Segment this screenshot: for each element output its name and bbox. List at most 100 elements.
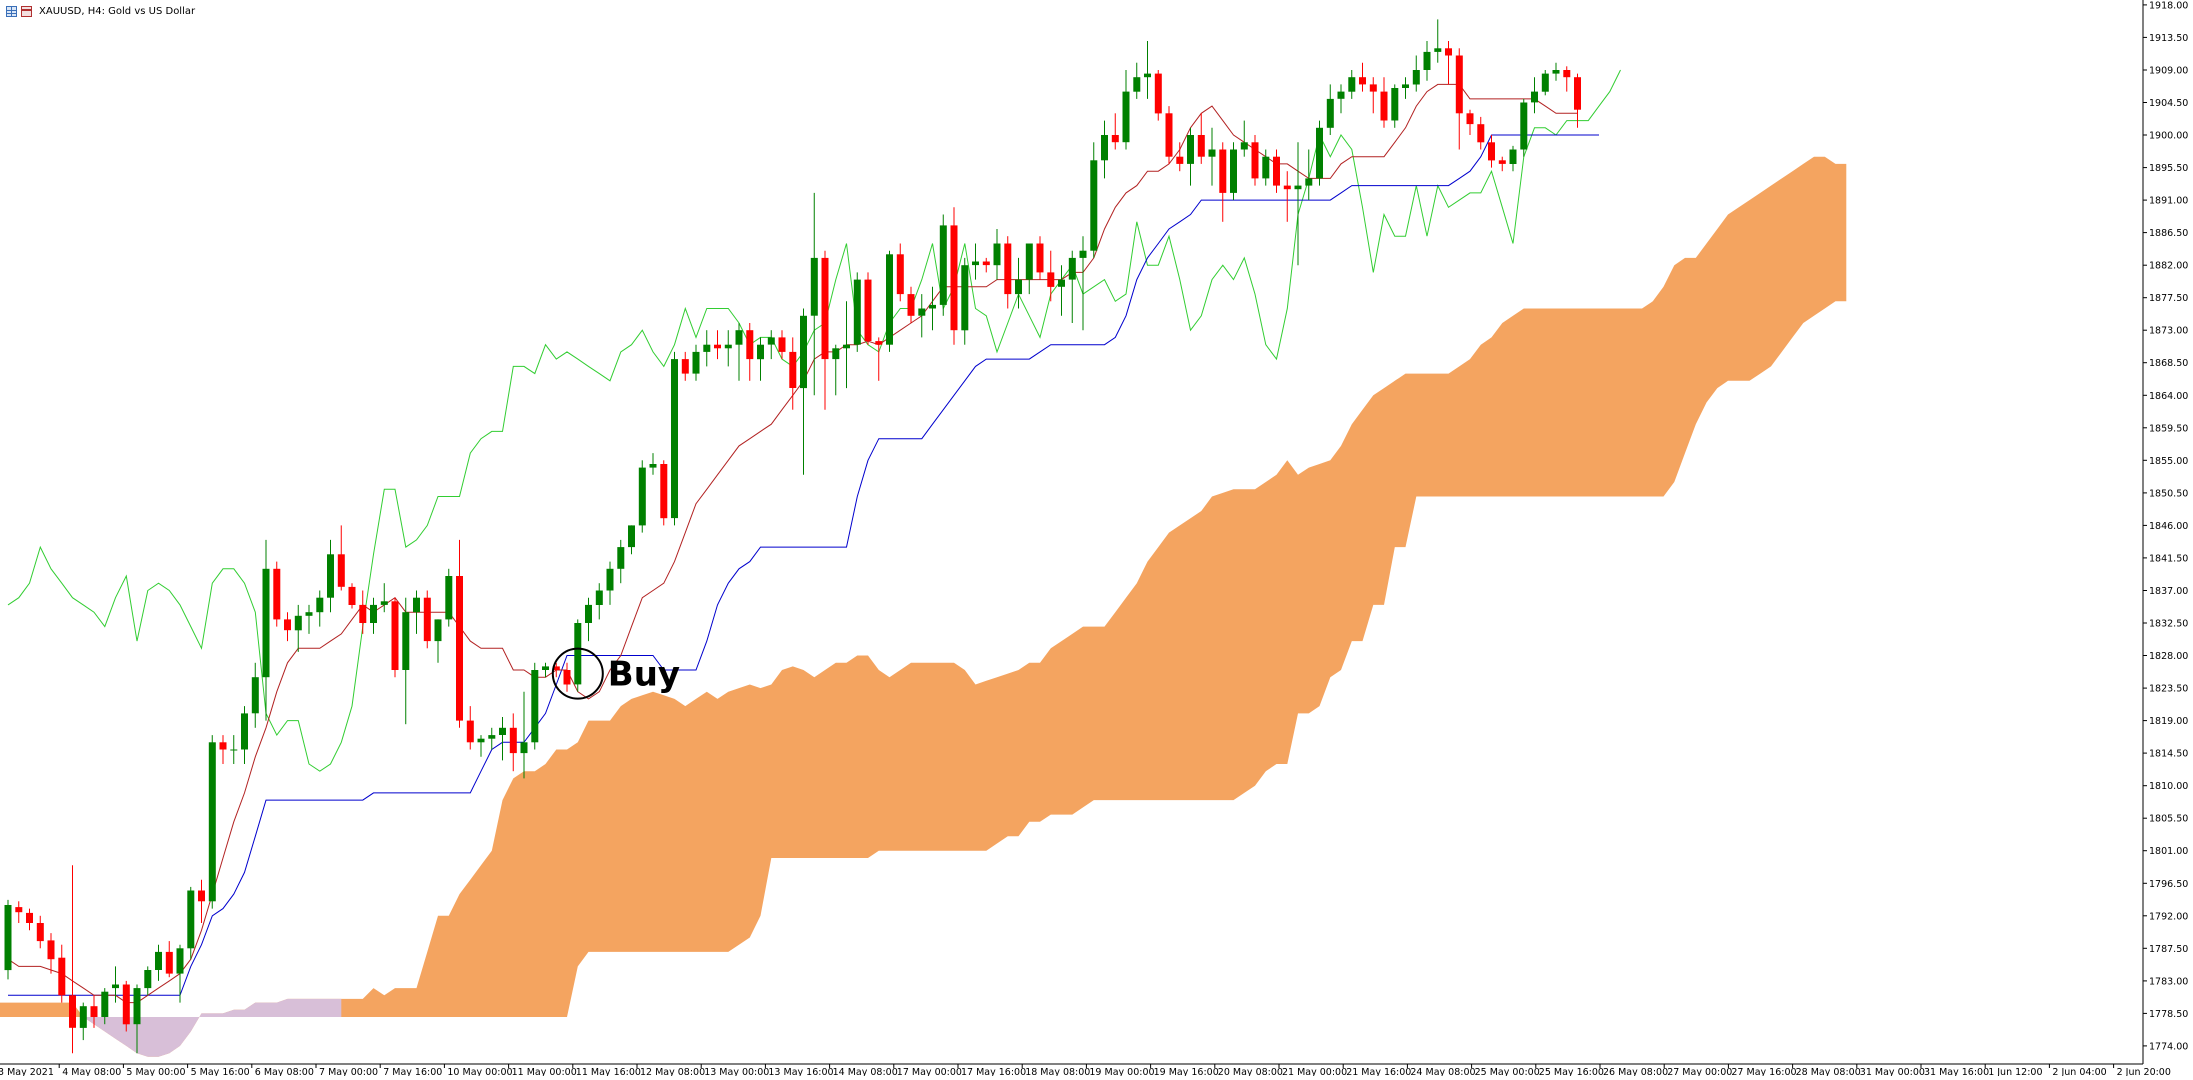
grid-icon[interactable] (6, 5, 17, 17)
candle-body (198, 890, 205, 902)
candle-body (316, 597, 324, 613)
time-tick-label: 10 May 00:00 (447, 1067, 512, 1076)
candle-body (47, 940, 55, 960)
candle (1574, 73, 1581, 128)
candle-body (767, 337, 775, 345)
price-tick-label: 1774.00 (2149, 1041, 2188, 1052)
candle-body (703, 344, 711, 352)
candle-body (1488, 142, 1495, 161)
candle (58, 944, 66, 1003)
candle (456, 539, 463, 728)
time-tick-label: 31 May 16:00 (1924, 1067, 1989, 1076)
candle (907, 286, 915, 323)
candle (1434, 19, 1442, 63)
price-tick-label: 1837.00 (2149, 586, 2188, 597)
candle (1154, 70, 1162, 121)
candle-body (1337, 91, 1345, 99)
candle (1219, 142, 1227, 222)
candle (1230, 142, 1237, 201)
candle (993, 229, 1001, 280)
candle (972, 243, 979, 280)
candle-body (1208, 149, 1216, 157)
candle (1369, 77, 1377, 114)
price-tick-label: 1801.00 (2149, 846, 2188, 857)
candle (595, 583, 603, 620)
candle (402, 597, 410, 725)
candle (617, 539, 625, 584)
candle-body (1047, 272, 1055, 287)
buy-label: Buy (608, 655, 680, 695)
candle (327, 539, 334, 613)
candle-body (1434, 48, 1442, 52)
candle (1273, 149, 1280, 193)
candle-body (864, 279, 872, 341)
candle (1122, 70, 1130, 150)
candle (79, 1002, 87, 1041)
candle-body (1079, 250, 1087, 258)
candle (789, 337, 797, 410)
candle-body (26, 912, 33, 923)
candle (1412, 55, 1420, 92)
time-tick-label: 2 Jun 04:00 (2052, 1067, 2106, 1076)
candle-body (563, 670, 571, 685)
candle (1326, 84, 1334, 135)
candle-body (681, 359, 689, 374)
price-tick-label: 1873.00 (2149, 326, 2188, 337)
time-tick-label: 13 May 16:00 (768, 1067, 833, 1076)
candle-body (477, 738, 485, 743)
time-tick-label: 25 May 00:00 (1475, 1067, 1540, 1076)
candle-body (466, 720, 474, 743)
candle (155, 944, 162, 981)
candle (262, 539, 270, 721)
time-tick-label: 7 May 00:00 (319, 1067, 378, 1076)
candle-body (929, 304, 936, 309)
candle (337, 525, 345, 591)
candle-body (488, 735, 496, 739)
time-tick-label: 2 Jun 20:00 (2117, 1067, 2171, 1076)
candle-body (886, 254, 893, 345)
candle-body (262, 568, 270, 678)
candle (1488, 135, 1495, 168)
chart-title: XAUUSD, H4: Gold vs US Dollar (39, 5, 196, 17)
price-axis[interactable]: 1774.00 1778.50 1783.00 1787.50 1792.00 1796.… (2142, 0, 2188, 1064)
time-tick-label: 19 May 16:00 (1154, 1067, 1219, 1076)
candle-body (853, 279, 861, 345)
candle-body (1283, 185, 1291, 190)
candle-body (359, 604, 367, 623)
candle (950, 207, 958, 345)
candle (26, 908, 33, 931)
candle (1337, 84, 1345, 114)
candle (563, 662, 571, 692)
candle (1391, 84, 1399, 128)
price-tick-label: 1913.50 (2149, 33, 2188, 44)
candle-body (1144, 73, 1151, 78)
time-tick-label: 28 May 08:00 (1796, 1067, 1861, 1076)
candle (466, 706, 474, 750)
candle-body (1294, 185, 1302, 190)
candle-body (1477, 124, 1485, 143)
candle (961, 257, 969, 345)
time-axis[interactable]: 3 May 2021 4 May 08:00 5 May 00:00 5 May 16… (0, 1063, 2171, 1078)
price-tick-label: 1846.00 (2149, 521, 2188, 532)
time-tick-label: 25 May 16:00 (1539, 1067, 1604, 1076)
candle-body (1326, 98, 1334, 128)
candle (982, 257, 990, 273)
candle (144, 966, 152, 996)
candle-body (15, 907, 23, 913)
candle-body (1122, 91, 1130, 143)
candle (606, 561, 614, 605)
candle-body (1445, 48, 1452, 56)
candle (284, 612, 291, 642)
candle (1552, 62, 1560, 81)
candle-body (1111, 135, 1119, 143)
candle-body (112, 984, 119, 989)
candle (574, 619, 582, 692)
price-tick-label: 1814.50 (2149, 749, 2188, 760)
candle-body (606, 568, 614, 591)
calendar-icon[interactable] (21, 5, 32, 17)
candle-body (1176, 156, 1184, 164)
candle (477, 735, 485, 757)
candle-body (370, 604, 377, 623)
